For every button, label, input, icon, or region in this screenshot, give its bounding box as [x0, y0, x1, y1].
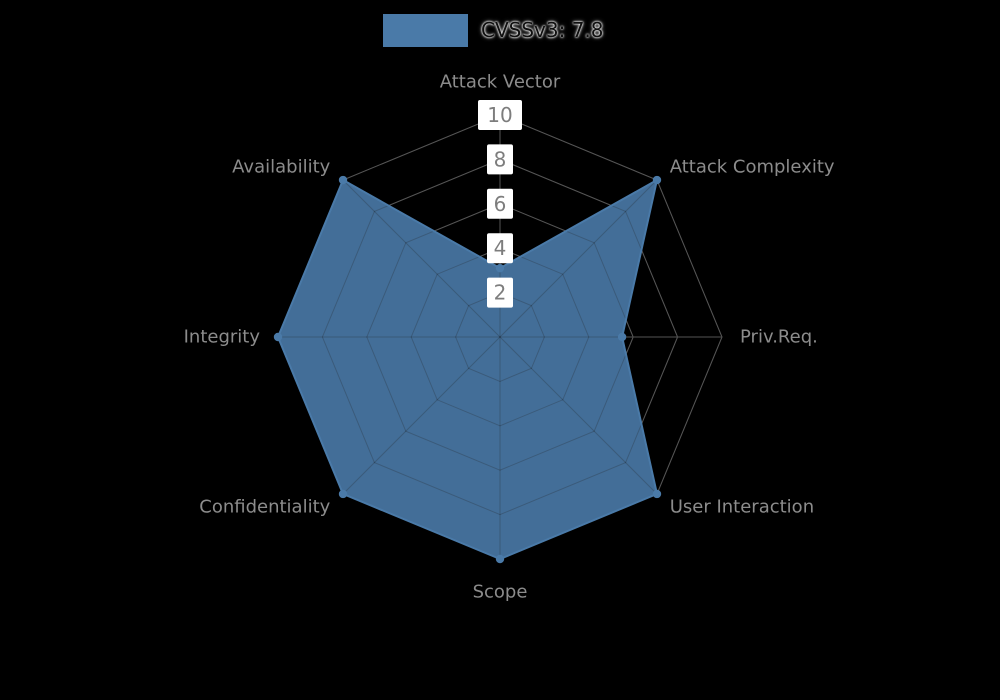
grid-ring-overlay: [321, 158, 679, 516]
tick-label: 8: [494, 147, 507, 171]
axis-label-priv-req: Priv.Req.: [740, 326, 818, 348]
radar-vertex-marker: [652, 489, 662, 499]
radar-vertex-marker: [617, 332, 627, 342]
grid-spoke-overlay: [499, 336, 658, 495]
legend: CVSSv3: 7.8: [383, 14, 604, 47]
radar-vertex-marker: [338, 489, 348, 499]
grid-spoke-overlay: [499, 179, 658, 338]
tick-box: [478, 100, 522, 130]
axis-label-scope: Scope: [472, 581, 528, 603]
legend-label: CVSSv3: 7.8: [481, 18, 604, 42]
tick-label: 6: [494, 192, 507, 216]
tick-label: 2: [494, 281, 507, 305]
grid-ring-overlay: [366, 203, 634, 471]
axis-label-attack-vector: Attack Vector: [439, 71, 561, 93]
radar-series-fill: [278, 180, 657, 560]
tick-label: 10: [487, 103, 512, 127]
tick-box: [487, 144, 513, 175]
axis-label-user-interaction: User Interaction: [669, 496, 815, 518]
grid-ring-overlay: [455, 292, 545, 382]
axis-label-availability: Availability: [232, 156, 331, 178]
legend-swatch: [383, 14, 468, 47]
tick-box: [487, 277, 513, 308]
tick-box: [487, 233, 513, 264]
radar-vertex-marker: [652, 175, 662, 185]
radar-vertex-marker: [273, 332, 283, 342]
grid-ring-overlay: [410, 247, 590, 427]
grid-spoke-overlay: [342, 179, 501, 338]
axis-label-confidentiality: Confidentiality: [199, 496, 331, 518]
tick-label: 4: [494, 236, 507, 260]
radar-vertex-marker: [495, 263, 505, 273]
grid-spoke-overlay: [342, 336, 501, 495]
tick-box: [487, 188, 513, 219]
axis-label-attack-complexity: Attack Complexity: [669, 156, 835, 178]
axis-label-integrity: Integrity: [183, 326, 260, 348]
radar-vertex-marker: [338, 175, 348, 185]
radar-vertex-marker: [495, 554, 505, 564]
